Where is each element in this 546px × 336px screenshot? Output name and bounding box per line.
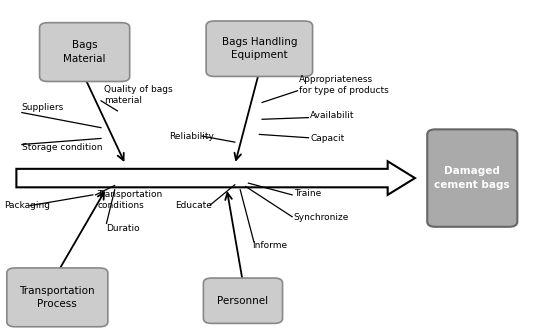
FancyBboxPatch shape xyxy=(427,129,518,227)
Text: Transportation
Process: Transportation Process xyxy=(20,286,95,309)
FancyBboxPatch shape xyxy=(203,278,283,323)
FancyBboxPatch shape xyxy=(39,23,129,82)
Text: Bags
Material: Bags Material xyxy=(63,40,106,64)
Text: Packaging: Packaging xyxy=(4,201,50,210)
Text: Informe: Informe xyxy=(252,242,287,250)
Text: Availabilit: Availabilit xyxy=(310,112,355,120)
Text: Personnel: Personnel xyxy=(217,296,269,306)
Text: Appropriateness
for type of products: Appropriateness for type of products xyxy=(299,75,389,95)
Text: Synchronize: Synchronize xyxy=(294,213,349,222)
Text: Traine: Traine xyxy=(294,189,321,198)
Text: Storage condition: Storage condition xyxy=(22,143,102,152)
Text: Suppliers: Suppliers xyxy=(22,103,64,112)
Text: Duratio: Duratio xyxy=(106,224,140,233)
Text: Quality of bags
material: Quality of bags material xyxy=(104,85,173,105)
Text: Transportation
conditions: Transportation conditions xyxy=(97,190,163,210)
Text: Damaged
cement bags: Damaged cement bags xyxy=(435,166,510,190)
FancyBboxPatch shape xyxy=(7,268,108,327)
Text: Educate: Educate xyxy=(175,201,212,210)
FancyBboxPatch shape xyxy=(206,21,312,77)
Text: Reliability: Reliability xyxy=(169,132,214,140)
Text: Bags Handling
Equipment: Bags Handling Equipment xyxy=(222,37,297,60)
Polygon shape xyxy=(16,161,415,195)
Text: Capacit: Capacit xyxy=(310,134,345,143)
